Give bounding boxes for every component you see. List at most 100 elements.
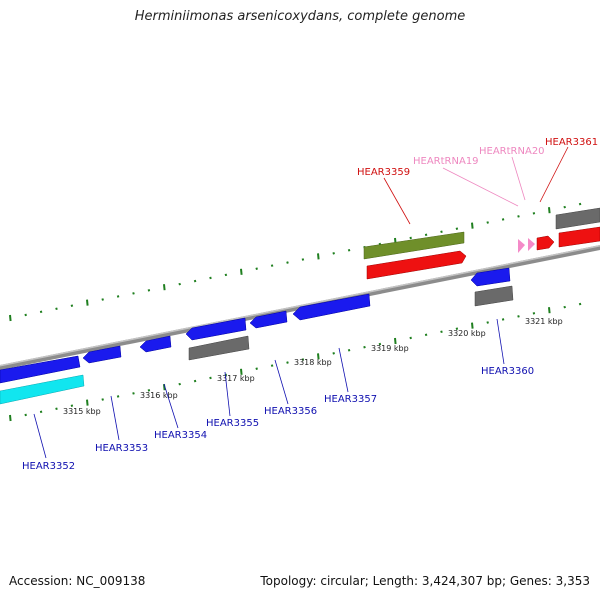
gene-hear3359-red-arrow[interactable] (366, 250, 467, 280)
upper-scale-dot (193, 279, 197, 283)
lower-scale-dot (86, 399, 89, 406)
upper-scale-dot (455, 227, 459, 230)
upper-scale-dot (578, 202, 582, 206)
lower-scale-track (9, 302, 582, 422)
upper-scale-dot (424, 233, 428, 237)
tick-label-3317: 3317 kbp (217, 374, 255, 383)
lower-scale-dot (209, 376, 212, 380)
upper-scale-dot (286, 261, 289, 264)
lower-scale-dot (578, 302, 582, 306)
lower-scale-dot (39, 410, 43, 414)
upper-scale-dot (209, 276, 212, 280)
upper-scale-dot (101, 298, 104, 301)
upper-scale-dot (224, 273, 228, 277)
leader-hear3357 (338, 347, 349, 393)
leader-trna19 (442, 167, 519, 207)
gene-hear3357[interactable] (292, 293, 371, 321)
leader-hear3361 (539, 146, 569, 203)
gene-hear3355-gray[interactable] (188, 335, 250, 361)
upper-scale-dot (563, 205, 566, 209)
gene-blue-left-edge[interactable] (0, 355, 81, 384)
label-hear3357[interactable]: HEAR3357 (324, 394, 377, 405)
lower-scale-dot (378, 342, 382, 346)
gene-hear3360-gray[interactable] (474, 285, 514, 307)
tick-label-3315: 3315 kbp (63, 407, 101, 416)
upper-scale-dot (317, 253, 320, 260)
gene-hear3354[interactable] (139, 335, 172, 353)
leader-hear3355 (224, 371, 231, 417)
gene-hear3353[interactable] (82, 345, 122, 364)
label-hear3360[interactable]: HEAR3360 (481, 366, 534, 377)
lower-scale-dot (178, 382, 181, 386)
lower-scale-dot (147, 388, 151, 392)
label-hear3353[interactable]: HEAR3353 (95, 443, 148, 454)
label-hear3352[interactable]: HEAR3352 (22, 461, 75, 472)
gene-labels: HEAR3352 HEAR3353 HEAR3354 HEAR3355 HEAR… (22, 137, 598, 472)
lower-scale-dot (363, 345, 366, 349)
map-title: Herminiimonas arsenicoxydans, complete g… (134, 9, 466, 24)
upper-scale-dot (471, 222, 474, 229)
accession-text: Accession: NC_009138 (9, 574, 146, 588)
upper-scale-dot (347, 248, 351, 252)
upper-scale-dot (548, 207, 551, 214)
upper-scale-dot (86, 299, 89, 306)
lower-scale-dot (501, 318, 505, 321)
upper-scale-dot (240, 268, 243, 275)
genome-summary-text: Topology: circular; Length: 3,424,307 bp… (260, 574, 590, 588)
leader-hear3360 (496, 318, 505, 365)
upper-scale-dot (270, 264, 274, 267)
upper-scale-dot (55, 307, 58, 311)
lower-scale-dot (132, 392, 135, 395)
lower-scale-dot (317, 353, 320, 360)
upper-scale-dot (409, 236, 412, 240)
lower-scale-dot (101, 398, 104, 401)
lower-scale-dot (563, 305, 566, 309)
label-trna19[interactable]: HEARtRNA19 (413, 156, 479, 167)
gene-hear3361-red-arrow[interactable] (536, 235, 555, 251)
lower-scale-dot (301, 358, 305, 361)
genome-backbone-highlight (0, 245, 600, 367)
gene-gray-right-edge[interactable] (555, 207, 600, 230)
lower-scale-dot (240, 368, 243, 375)
lower-scale-dot (486, 321, 489, 324)
reverse-strand-genes (0, 267, 514, 405)
leader-lines (33, 146, 569, 459)
trna20-marker[interactable] (528, 238, 535, 251)
label-hear3361[interactable]: HEAR3361 (545, 137, 598, 148)
gene-hear3359-olive-block[interactable] (363, 231, 465, 260)
gene-hear3355[interactable] (185, 317, 247, 341)
gene-hear3356[interactable] (249, 310, 288, 329)
lower-scale-dot (455, 327, 459, 330)
leader-hear3354 (163, 383, 179, 429)
lower-scale-dot (55, 407, 58, 411)
lower-scale-dot (332, 352, 335, 355)
tick-label-3321: 3321 kbp (525, 317, 563, 326)
lower-scale-dot (24, 413, 27, 417)
leader-trna20 (511, 156, 526, 201)
lower-scale-dot (224, 373, 228, 377)
forward-strand-genes (363, 207, 600, 280)
upper-scale-dot (255, 267, 258, 271)
label-hear3354[interactable]: HEAR3354 (154, 430, 207, 441)
lower-scale-dot (424, 333, 428, 337)
gene-hear3360[interactable] (470, 267, 511, 287)
leader-hear3356 (274, 359, 289, 405)
tick-label-3319: 3319 kbp (371, 344, 409, 353)
lower-scale-dot (286, 361, 289, 364)
gene-red-right-edge[interactable] (558, 226, 600, 248)
label-hear3356[interactable]: HEAR3356 (264, 406, 317, 417)
lower-scale-dot (394, 337, 397, 345)
trna19-marker[interactable] (518, 239, 525, 253)
lower-scale-dot (9, 414, 12, 422)
gene-hear3352-cyan[interactable] (0, 374, 85, 405)
lower-scale-dot (347, 348, 351, 352)
label-hear3359[interactable]: HEAR3359 (357, 167, 410, 178)
upper-scale-dot (332, 252, 335, 255)
label-trna20[interactable]: HEARtRNA20 (479, 146, 545, 157)
lower-scale-dot (116, 395, 120, 398)
upper-scale-dot (301, 258, 305, 261)
upper-scale-dot (39, 310, 43, 314)
upper-scale-dot (147, 288, 151, 292)
label-hear3355[interactable]: HEAR3355 (206, 418, 259, 429)
upper-scale-track (9, 202, 582, 322)
